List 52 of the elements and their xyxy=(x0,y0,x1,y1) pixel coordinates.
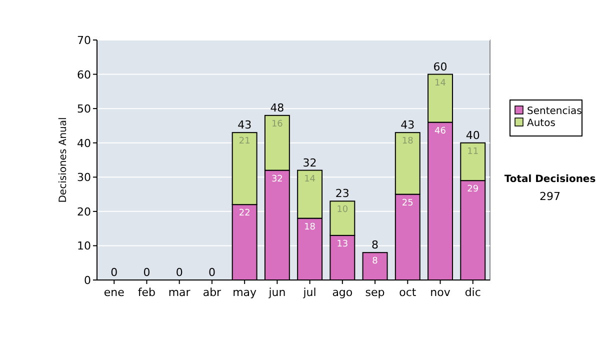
x-tick-label: mar xyxy=(168,286,191,299)
x-tick-label: abr xyxy=(202,286,222,299)
total-label: 43 xyxy=(400,118,415,132)
data-label: 22 xyxy=(238,208,250,219)
x-tick-label: feb xyxy=(138,286,156,299)
total-label: 0 xyxy=(176,266,183,279)
total-label: 43 xyxy=(238,118,252,132)
legend-label: Autos xyxy=(527,118,556,129)
y-tick-label: 70 xyxy=(77,34,91,47)
data-label: 25 xyxy=(402,198,414,208)
total-label: 40 xyxy=(466,128,480,142)
total-label: 23 xyxy=(335,187,350,200)
total-label: 0 xyxy=(110,266,118,279)
data-label: 32 xyxy=(271,174,283,184)
x-tick-label: dic xyxy=(464,286,481,299)
total-label: 60 xyxy=(433,60,448,74)
total-label: 8 xyxy=(372,238,379,252)
y-axis-title: Decisiones Anual xyxy=(58,117,69,203)
data-label: 18 xyxy=(402,136,414,147)
x-tick-label: jun xyxy=(268,286,286,299)
data-label: 16 xyxy=(271,119,284,130)
y-tick-label: 60 xyxy=(77,68,91,82)
data-label: 14 xyxy=(434,78,446,88)
total-label: 32 xyxy=(302,156,317,170)
x-tick-label: oct xyxy=(399,286,417,299)
data-label: 21 xyxy=(238,136,250,147)
y-tick-label: 10 xyxy=(77,240,91,253)
data-label: 10 xyxy=(336,205,348,216)
x-tick-label: ago xyxy=(332,286,353,299)
y-tick-label: 30 xyxy=(77,171,91,184)
data-label: 14 xyxy=(304,174,316,184)
x-tick-label: jul xyxy=(302,286,316,299)
total-label: 48 xyxy=(270,101,284,114)
total-label: 0 xyxy=(143,266,150,279)
legend-label: Sentencias xyxy=(527,106,582,117)
y-tick-label: 0 xyxy=(84,274,91,287)
y-tick-label: 20 xyxy=(77,205,91,218)
total-label: 0 xyxy=(208,266,216,279)
x-tick-label: nov xyxy=(430,286,451,299)
data-label: 29 xyxy=(467,184,479,195)
text: Total Decisiones xyxy=(504,174,596,185)
y-tick-label: 50 xyxy=(77,102,91,116)
text: 297 xyxy=(540,190,560,203)
x-tick-label: may xyxy=(232,286,258,299)
data-label: 8 xyxy=(372,256,378,267)
y-tick-label: 40 xyxy=(77,136,91,150)
data-label: 13 xyxy=(336,239,348,250)
data-label: 11 xyxy=(467,146,479,157)
x-tick-label: sep xyxy=(365,286,385,299)
data-label: 18 xyxy=(304,222,316,232)
x-tick-label: ene xyxy=(104,286,125,299)
data-label: 46 xyxy=(434,126,446,136)
